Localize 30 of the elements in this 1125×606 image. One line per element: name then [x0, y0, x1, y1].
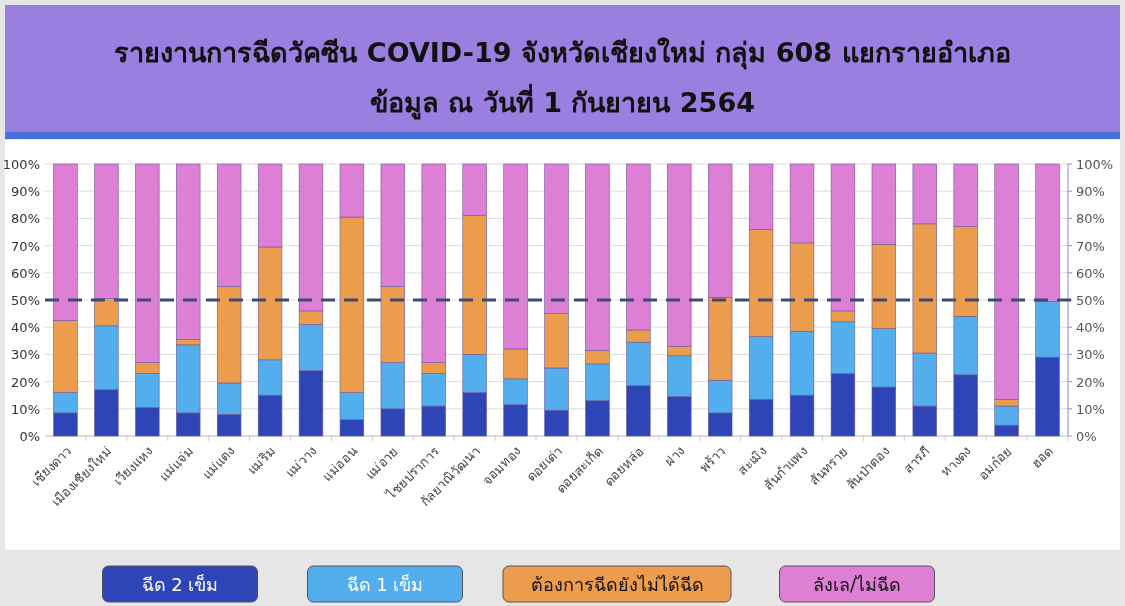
y2-tick-label: 60%	[1076, 265, 1105, 281]
y2-tick-label: 10%	[1076, 401, 1105, 417]
y2-tick-label: 20%	[1076, 374, 1105, 390]
y-tick-label: 60%	[11, 265, 40, 281]
x-tick-label: ฝาง	[661, 443, 688, 469]
x-tick-label: ฮอด	[1028, 443, 1056, 472]
text: ฉีด 1 เข็ม	[346, 573, 424, 595]
y-tick-label: 30%	[11, 347, 40, 363]
y2-tick-label: 70%	[1076, 238, 1105, 254]
y-tick-label: 0%	[19, 429, 40, 444]
chart-title: รายงานการฉีดวัคซีน COVID-19 จังหวัดเชียงใหม่ กลุ่ม 608 แยกรายอำเภอ	[114, 37, 1011, 70]
y2-tick-label: 40%	[1076, 320, 1105, 336]
y-tick-label: 70%	[11, 238, 40, 254]
y2-tick-label: 0%	[1076, 429, 1097, 444]
y-tick-label: 40%	[11, 320, 40, 336]
y2-tick-label: 90%	[1076, 184, 1105, 200]
y2-tick-label: 100%	[1076, 157, 1114, 172]
y-tick-label: 90%	[11, 184, 40, 200]
y-tick-label: 20%	[11, 374, 40, 390]
text: ลังเล/ไม่ฉีด	[812, 574, 902, 595]
y2-tick-label: 80%	[1076, 211, 1105, 227]
text: ต้องการฉีดยังไม่ได้ฉีด	[530, 574, 704, 595]
text: ฉีด 2 เข็ม	[141, 573, 219, 595]
chart-subtitle: ข้อมูล ณ วันที่ 1 กันยายน 2564	[370, 83, 755, 120]
y-tick-label: 80%	[11, 211, 40, 227]
y-tick-label: 10%	[11, 401, 40, 417]
y-tick-label: 100%	[2, 157, 40, 172]
y-tick-label: 50%	[11, 293, 40, 308]
y2-tick-label: 50%	[1076, 293, 1105, 308]
y2-tick-label: 30%	[1076, 347, 1105, 363]
